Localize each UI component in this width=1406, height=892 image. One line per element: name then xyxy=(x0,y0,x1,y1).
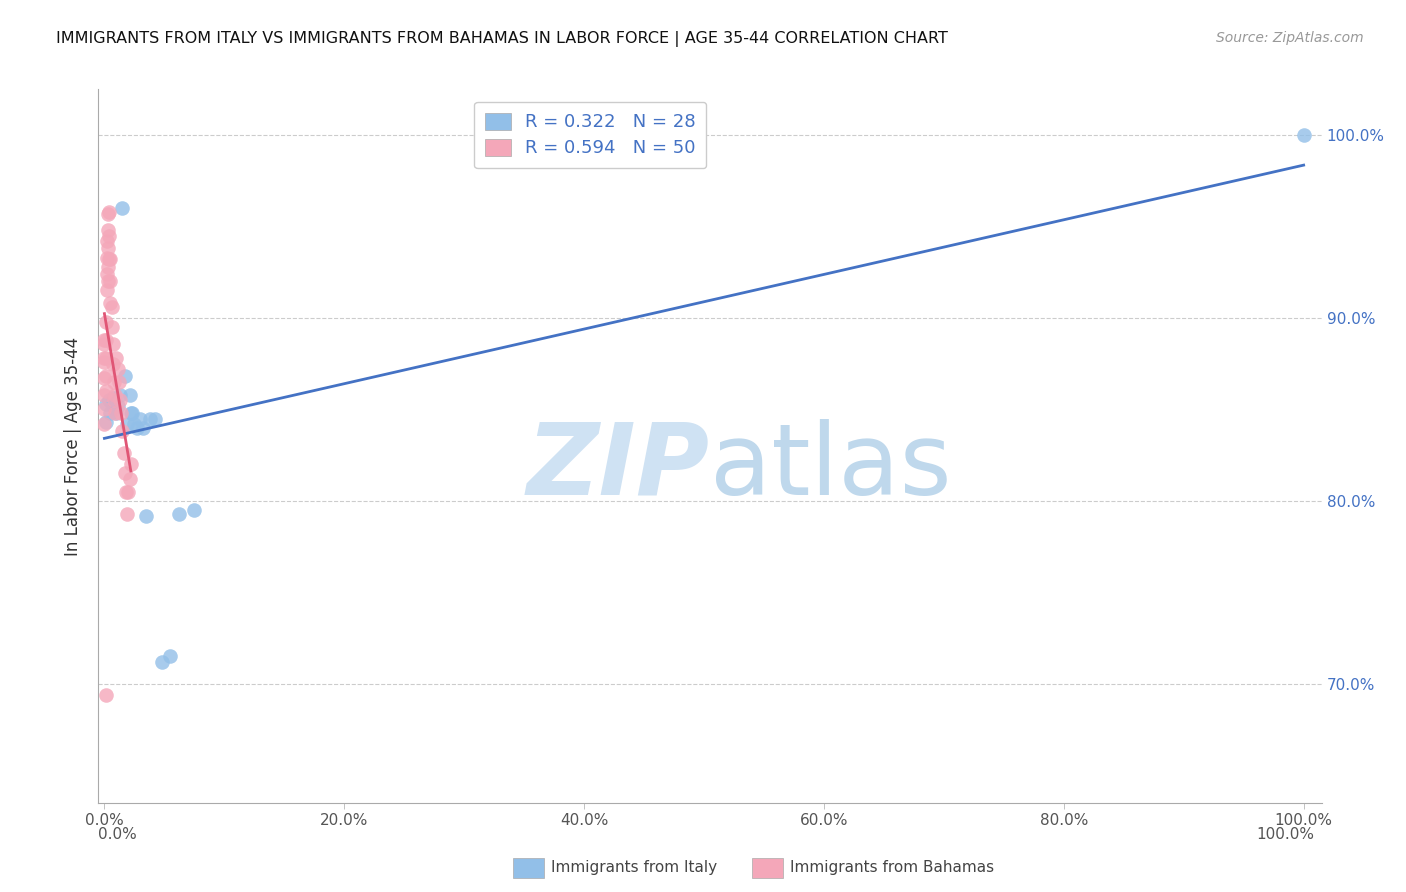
Point xyxy=(94,351,117,366)
Point xyxy=(132,420,155,434)
Point xyxy=(120,458,142,472)
Point xyxy=(94,333,117,347)
Point xyxy=(98,393,121,408)
Text: Immigrants from Bahamas: Immigrants from Bahamas xyxy=(790,860,994,874)
Point xyxy=(97,206,120,220)
Point xyxy=(98,228,121,243)
Point xyxy=(110,406,132,420)
Point xyxy=(115,417,138,431)
Point xyxy=(108,388,131,402)
Point xyxy=(120,406,142,420)
Point xyxy=(107,399,129,413)
Point xyxy=(94,369,117,384)
Point xyxy=(94,415,117,429)
Point xyxy=(94,384,117,398)
Point xyxy=(118,472,141,486)
Point xyxy=(97,260,120,274)
Point xyxy=(93,351,115,366)
Point xyxy=(139,411,162,425)
Point xyxy=(104,406,127,420)
Point xyxy=(96,234,118,248)
Point xyxy=(101,392,124,406)
Point xyxy=(159,649,181,664)
Point xyxy=(103,375,125,389)
Point xyxy=(96,267,118,281)
Point xyxy=(97,241,120,255)
Point xyxy=(167,507,190,521)
Point xyxy=(104,388,127,402)
Point xyxy=(100,320,122,334)
Point xyxy=(93,388,115,402)
Point xyxy=(129,411,152,425)
Text: 0.0%: 0.0% xyxy=(98,827,138,841)
Point xyxy=(93,402,115,417)
Point xyxy=(112,446,135,460)
Point xyxy=(111,201,134,215)
Text: Immigrants from Italy: Immigrants from Italy xyxy=(551,860,717,874)
Point xyxy=(125,420,148,434)
Point xyxy=(107,362,129,376)
Point xyxy=(150,655,173,669)
Point xyxy=(100,406,122,420)
Legend: R = 0.322   N = 28, R = 0.594   N = 50: R = 0.322 N = 28, R = 0.594 N = 50 xyxy=(474,102,706,169)
Point xyxy=(108,375,131,389)
Point xyxy=(94,688,117,702)
Point xyxy=(94,315,117,329)
Text: 100.0%: 100.0% xyxy=(1257,827,1315,841)
Point xyxy=(93,371,115,385)
Point xyxy=(93,333,115,347)
Point xyxy=(94,397,117,411)
Point xyxy=(135,508,157,523)
Point xyxy=(105,406,128,420)
Point xyxy=(97,223,120,237)
Point xyxy=(100,300,122,314)
Point xyxy=(103,393,125,408)
Text: Source: ZipAtlas.com: Source: ZipAtlas.com xyxy=(1216,31,1364,45)
Point xyxy=(100,296,122,310)
Point xyxy=(93,417,115,431)
Point xyxy=(143,411,166,425)
Point xyxy=(121,406,143,420)
Point xyxy=(183,503,205,517)
Text: IMMIGRANTS FROM ITALY VS IMMIGRANTS FROM BAHAMAS IN LABOR FORCE | AGE 35-44 CORR: IMMIGRANTS FROM ITALY VS IMMIGRANTS FROM… xyxy=(56,31,948,47)
Point xyxy=(100,252,122,267)
Point xyxy=(98,252,121,267)
Point xyxy=(98,204,121,219)
Point xyxy=(118,388,141,402)
Point xyxy=(1292,128,1315,142)
Y-axis label: In Labor Force | Age 35-44: In Labor Force | Age 35-44 xyxy=(65,336,83,556)
Point xyxy=(97,274,120,288)
Point xyxy=(105,351,128,366)
Point xyxy=(93,336,115,351)
Point xyxy=(117,484,139,499)
Text: atlas: atlas xyxy=(710,419,952,516)
Point xyxy=(104,402,127,417)
Point xyxy=(100,397,122,411)
Text: ZIP: ZIP xyxy=(527,419,710,516)
Point xyxy=(100,274,122,288)
Point xyxy=(111,425,134,439)
Point xyxy=(115,507,138,521)
Point xyxy=(108,393,131,408)
Point xyxy=(93,355,115,369)
Point xyxy=(114,467,136,481)
Point xyxy=(101,336,124,351)
Point xyxy=(96,251,118,265)
Point xyxy=(115,484,138,499)
Point xyxy=(96,284,118,298)
Point xyxy=(124,417,146,431)
Point xyxy=(114,369,136,384)
Point xyxy=(101,357,124,371)
